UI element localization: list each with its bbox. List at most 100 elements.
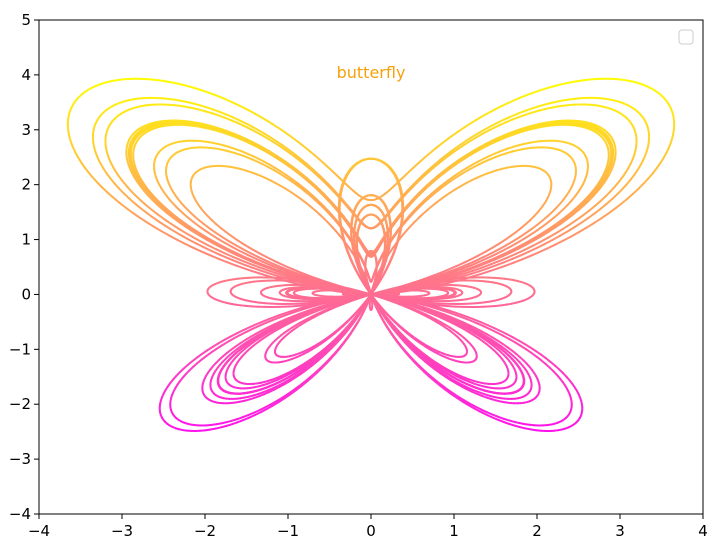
curve-segment (249, 332, 258, 338)
curve-segment (186, 216, 195, 223)
curve-segment (203, 223, 211, 230)
curve-segment (235, 260, 246, 266)
curve-segment (500, 147, 509, 152)
curve-segment (138, 206, 147, 214)
curve-segment (468, 326, 477, 332)
curve-segment (160, 97, 169, 100)
curve-segment (570, 230, 581, 238)
curve-segment (242, 416, 251, 422)
curve-segment (471, 131, 480, 138)
curve-segment (462, 122, 471, 129)
curve-segment (266, 274, 277, 280)
curve-segment (309, 205, 317, 212)
curve-segment (312, 303, 321, 308)
curve-segment (485, 335, 493, 341)
curve-segment (502, 420, 511, 425)
curve-segment (231, 255, 243, 262)
curve-segment (300, 281, 311, 286)
curve-segment (183, 242, 195, 249)
curve-segment (535, 225, 544, 232)
curve-segment (274, 271, 286, 277)
curve-segment (588, 78, 598, 81)
curve-segment (254, 130, 263, 137)
curve-segment (473, 318, 483, 324)
curve-segment (551, 234, 562, 241)
curve-segment (241, 242, 250, 249)
curve-segment (280, 143, 289, 150)
curve-segment (139, 199, 147, 206)
curve-segment (215, 248, 226, 255)
curve-segment (325, 282, 337, 287)
curve-segment (451, 392, 460, 398)
curve-segment (259, 407, 268, 414)
curve-segment (275, 140, 283, 146)
curve-segment (334, 284, 346, 290)
curve-segment (529, 105, 538, 111)
curve-segment (463, 326, 472, 332)
curve-segment (524, 227, 533, 235)
curve-segment (169, 222, 179, 230)
curve-segment (435, 274, 447, 279)
curve-segment (112, 196, 121, 204)
curve-segment (211, 342, 220, 348)
curve-segment (207, 244, 218, 251)
curve-segment (467, 165, 475, 171)
curve-segment (185, 105, 194, 110)
curve-segment (197, 219, 206, 226)
curve-segment (498, 238, 507, 245)
curve-segment (519, 250, 530, 257)
curve-segment (529, 346, 537, 353)
curve-segment (407, 339, 414, 346)
curve-segment (540, 86, 550, 91)
curve-segment (179, 104, 188, 108)
curve-segment (276, 274, 287, 280)
curve-segment (616, 188, 624, 196)
curve-segment (228, 99, 237, 105)
curve-segment (437, 279, 448, 284)
curve-segment (191, 235, 202, 243)
curve-segment (548, 100, 558, 105)
curve-segment (261, 253, 271, 260)
curve-segment (464, 275, 474, 280)
curve-segment (575, 79, 584, 83)
curve-segment (471, 160, 480, 166)
curve-segment (510, 230, 518, 237)
curve-segment (611, 193, 619, 201)
curve-segment (480, 408, 488, 414)
curve-segment (502, 115, 512, 121)
curve-segment (427, 311, 436, 316)
curve-segment (537, 247, 549, 254)
curve-segment (461, 264, 472, 270)
curve-segment (296, 155, 304, 162)
curve-segment (434, 283, 444, 287)
curve-segment (299, 369, 308, 375)
curve-segment (166, 80, 176, 84)
curve-segment (175, 216, 184, 223)
curve-segment (157, 220, 167, 228)
curve-segment (488, 267, 499, 273)
curve-segment (305, 189, 313, 196)
curve-segment (529, 251, 540, 257)
curve-segment (447, 309, 457, 314)
curve-segment (476, 322, 485, 328)
curve-segment (181, 212, 189, 219)
curve-segment (244, 335, 252, 342)
curve-segment (506, 99, 516, 105)
curve-segment (265, 269, 277, 274)
curve-segment (186, 238, 197, 245)
curve-segment (346, 316, 353, 323)
curve-segment (607, 207, 616, 215)
curve-segment (347, 298, 357, 303)
curve-segment (214, 222, 222, 229)
curve-segment (509, 112, 519, 118)
curve-segment (180, 83, 189, 88)
curve-segment (261, 318, 270, 323)
curve-segment (446, 134, 454, 141)
curve-segment (248, 262, 260, 268)
curve-segment (106, 191, 115, 199)
curve-segment (405, 281, 416, 286)
curve-segment (275, 396, 284, 402)
curve-segment (284, 277, 295, 282)
curve-segment (129, 189, 137, 197)
curve-segment (170, 211, 178, 219)
